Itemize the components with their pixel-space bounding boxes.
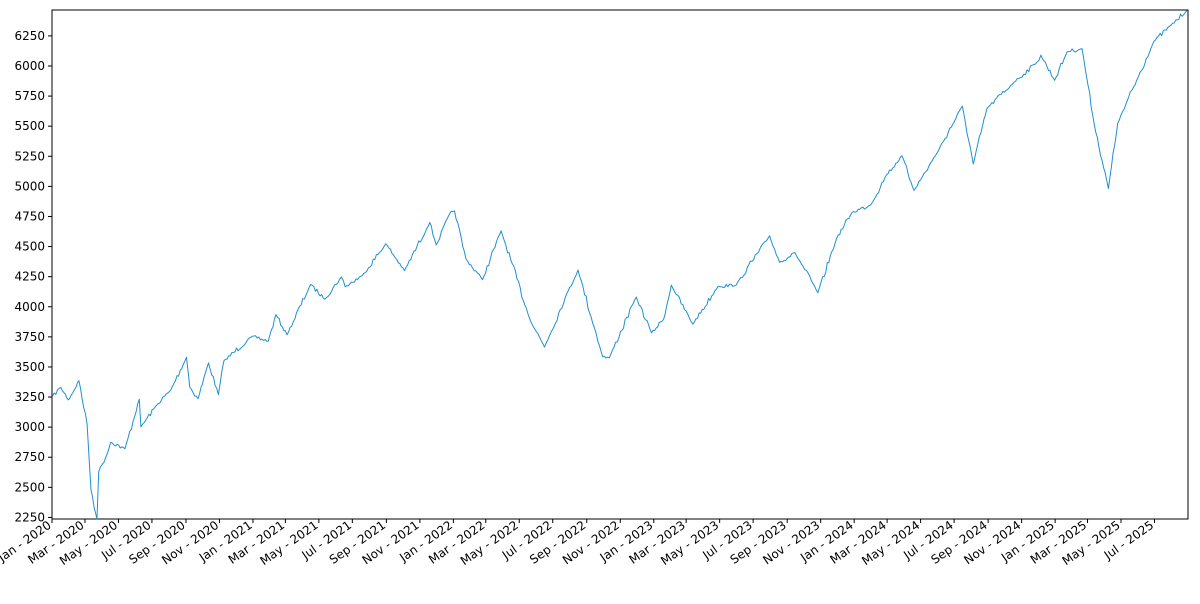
y-tick-label: 3000 — [14, 420, 45, 434]
y-tick-label: 4000 — [14, 300, 45, 314]
y-tick-label: 5250 — [14, 149, 45, 163]
y-tick-label: 6250 — [14, 29, 45, 43]
y-tick-label: 2250 — [14, 510, 45, 524]
y-tick-label: 3250 — [14, 390, 45, 404]
series-layer — [52, 10, 1188, 520]
y-tick-label: 5000 — [14, 179, 45, 193]
y-tick-label: 4250 — [14, 270, 45, 284]
plot-area-frame — [51, 9, 1189, 520]
y-tick-label: 2750 — [14, 450, 45, 464]
y-tick-label: 4500 — [14, 240, 45, 254]
series-line-0 — [52, 10, 1188, 520]
y-tick-label: 6000 — [14, 59, 45, 73]
y-tick-label: 4750 — [14, 209, 45, 223]
y-tick-label: 5500 — [14, 119, 45, 133]
y-axis: 2250 2500 2750 3000 3250 3500 3750 4000 4250 4500… — [14, 29, 52, 524]
y-tick-label: 3750 — [14, 330, 45, 344]
y-tick-label: 2500 — [14, 480, 45, 494]
y-tick-label: 5750 — [14, 89, 45, 103]
y-tick-label: 3500 — [14, 360, 45, 374]
